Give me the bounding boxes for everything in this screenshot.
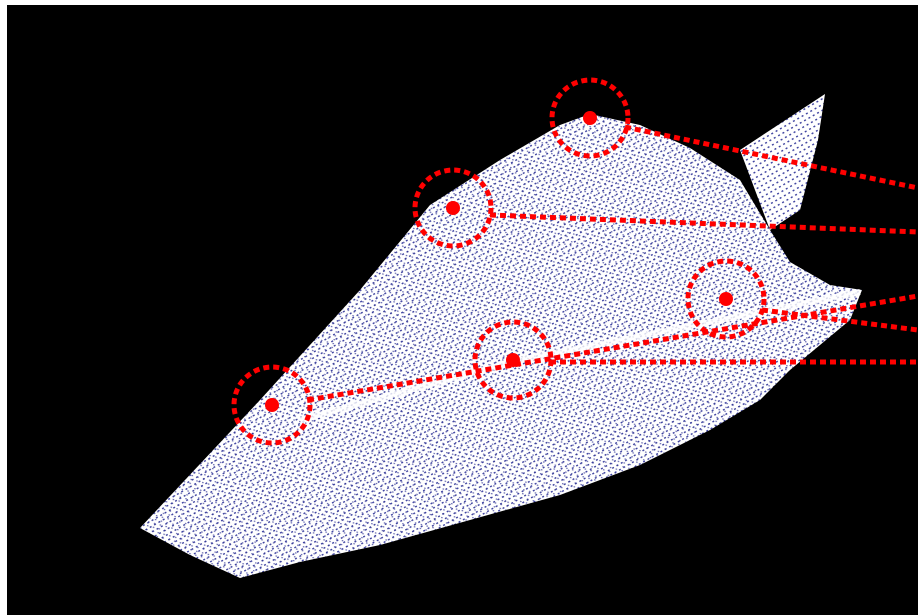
scene [0,0,918,615]
marker-point [265,398,279,412]
marker-point [583,111,597,125]
marker-point [446,201,460,215]
marker-point [719,292,733,306]
marker-point [506,353,520,367]
